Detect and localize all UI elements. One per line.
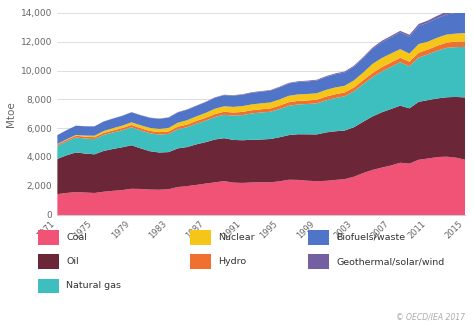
Text: Coal: Coal	[66, 233, 87, 242]
Text: © OECD/IEA 2017: © OECD/IEA 2017	[395, 313, 465, 322]
Text: Nuclear: Nuclear	[218, 233, 255, 242]
Text: Hydro: Hydro	[218, 257, 246, 266]
Text: Biofuels/waste: Biofuels/waste	[337, 233, 406, 242]
Text: Geothermal/solar/wind: Geothermal/solar/wind	[337, 257, 445, 266]
Text: Oil: Oil	[66, 257, 79, 266]
Y-axis label: Mtoe: Mtoe	[6, 101, 16, 127]
Text: Natural gas: Natural gas	[66, 281, 121, 291]
